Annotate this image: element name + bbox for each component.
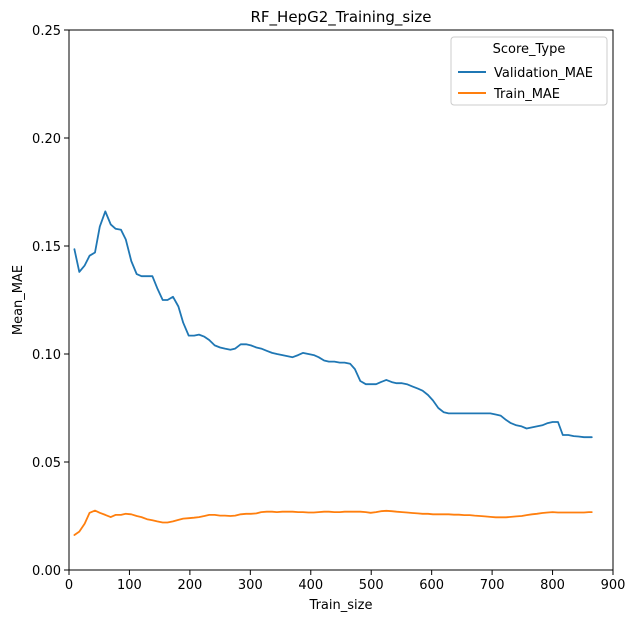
x-tick-label: 200 <box>177 578 202 593</box>
legend: Score_Type Validation_MAE Train_MAE <box>450 36 608 106</box>
y-tick-label: 0.25 <box>32 24 61 39</box>
x-tick-label: 100 <box>117 578 142 593</box>
y-tick-label: 0.10 <box>32 348 61 363</box>
legend-box <box>450 36 608 106</box>
series-line-validation-mae <box>73 210 593 439</box>
y-tick-label: 0.05 <box>32 456 61 471</box>
x-axis: 0 100 200 300 400 500 600 700 800 900 <box>65 570 626 593</box>
x-tick-label: 700 <box>480 578 505 593</box>
x-tick-label: 400 <box>298 578 323 593</box>
x-tick-label: 0 <box>65 578 73 593</box>
legend-label-validation: Validation_MAE <box>494 66 593 81</box>
x-axis-label: Train_size <box>309 598 373 613</box>
x-tick-label: 300 <box>238 578 263 593</box>
plot-frame <box>68 29 614 571</box>
x-tick-label: 900 <box>601 578 626 593</box>
chart-title: RF_HepG2_Training_size <box>250 8 431 27</box>
x-tick-label: 600 <box>419 578 444 593</box>
plot-area <box>73 210 593 536</box>
x-tick-label: 500 <box>359 578 384 593</box>
y-tick-label: 0.00 <box>32 564 61 579</box>
y-axis: 0.00 0.05 0.10 0.15 0.20 0.25 <box>32 24 69 579</box>
legend-title: Score_Type <box>493 42 566 57</box>
y-tick-label: 0.20 <box>32 132 61 147</box>
x-tick-label: 800 <box>540 578 565 593</box>
y-tick-label: 0.15 <box>32 240 61 255</box>
series-line-train-mae <box>73 509 593 536</box>
y-axis-label: Mean_MAE <box>11 265 26 335</box>
legend-label-train: Train_MAE <box>493 87 560 102</box>
